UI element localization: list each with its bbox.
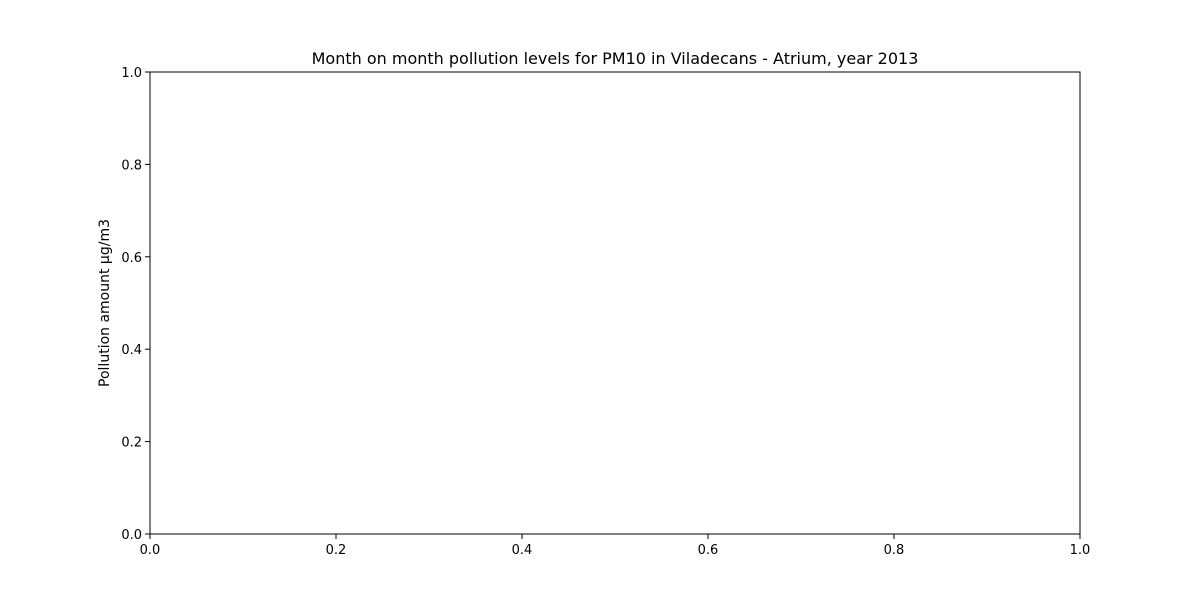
x-tick-label: 0.4 (512, 543, 533, 558)
chart-title: Month on month pollution levels for PM10… (312, 49, 919, 68)
y-tick-label: 0.8 (121, 158, 142, 173)
y-axis-label: Pollution amount µg/m3 (97, 219, 113, 387)
x-axis-ticks: 0.0 0.2 0.4 0.6 0.8 1.0 (140, 534, 1091, 558)
y-tick-label: 0.6 (121, 251, 142, 266)
x-tick-label: 0.2 (326, 543, 347, 558)
plot-area (149, 71, 1081, 535)
y-tick-label: 0.4 (121, 343, 142, 358)
x-tick-label: 0.0 (140, 543, 161, 558)
y-tick-label: 0.0 (121, 528, 142, 543)
x-tick-label: 1.0 (1070, 543, 1091, 558)
y-tick-label: 0.2 (121, 436, 142, 451)
y-axis-ticks: 0.0 0.2 0.4 0.6 0.8 1.0 (121, 66, 150, 543)
y-tick-label: 1.0 (121, 66, 142, 81)
x-tick-label: 0.8 (884, 543, 905, 558)
x-tick-label: 0.6 (698, 543, 719, 558)
